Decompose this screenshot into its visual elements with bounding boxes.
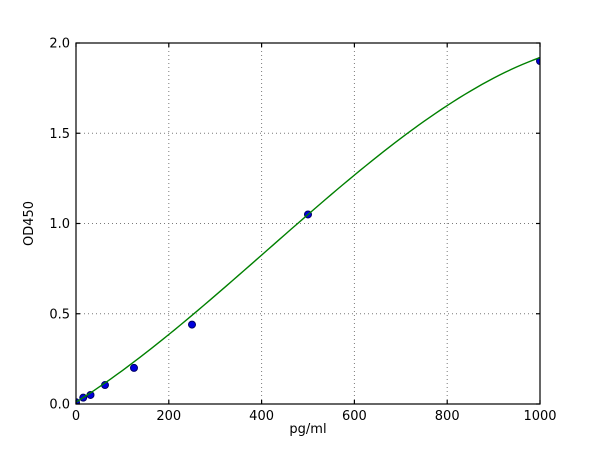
x-tick-label: 1000 [523, 409, 556, 424]
data-layer [76, 56, 540, 404]
y-tick-label: 1.0 [49, 217, 70, 232]
grid-layer [76, 43, 540, 404]
y-axis-label: OD450 [22, 201, 37, 246]
data-point [130, 363, 138, 372]
tick-label-layer: 0 200 400 600 800 1000 0.0 0.5 1.0 1.5 2.0 [49, 37, 556, 425]
y-tick-label: 0.5 [49, 307, 70, 322]
x-tick-label: 0 [72, 409, 80, 424]
data-point [188, 320, 196, 329]
x-tick-label: 200 [156, 409, 181, 424]
x-tick-label: 400 [249, 409, 274, 424]
fitted-curve-line [76, 56, 540, 403]
data-point [536, 57, 540, 66]
x-tick-label: 800 [435, 409, 460, 424]
y-tick-label: 1.5 [49, 127, 70, 142]
y-tick-label: 2.0 [49, 37, 70, 52]
x-axis-label: pg/ml [289, 422, 326, 437]
tick-layer [75, 42, 541, 405]
y-tick-label: 0.0 [49, 398, 70, 413]
x-tick-label: 600 [342, 409, 367, 424]
